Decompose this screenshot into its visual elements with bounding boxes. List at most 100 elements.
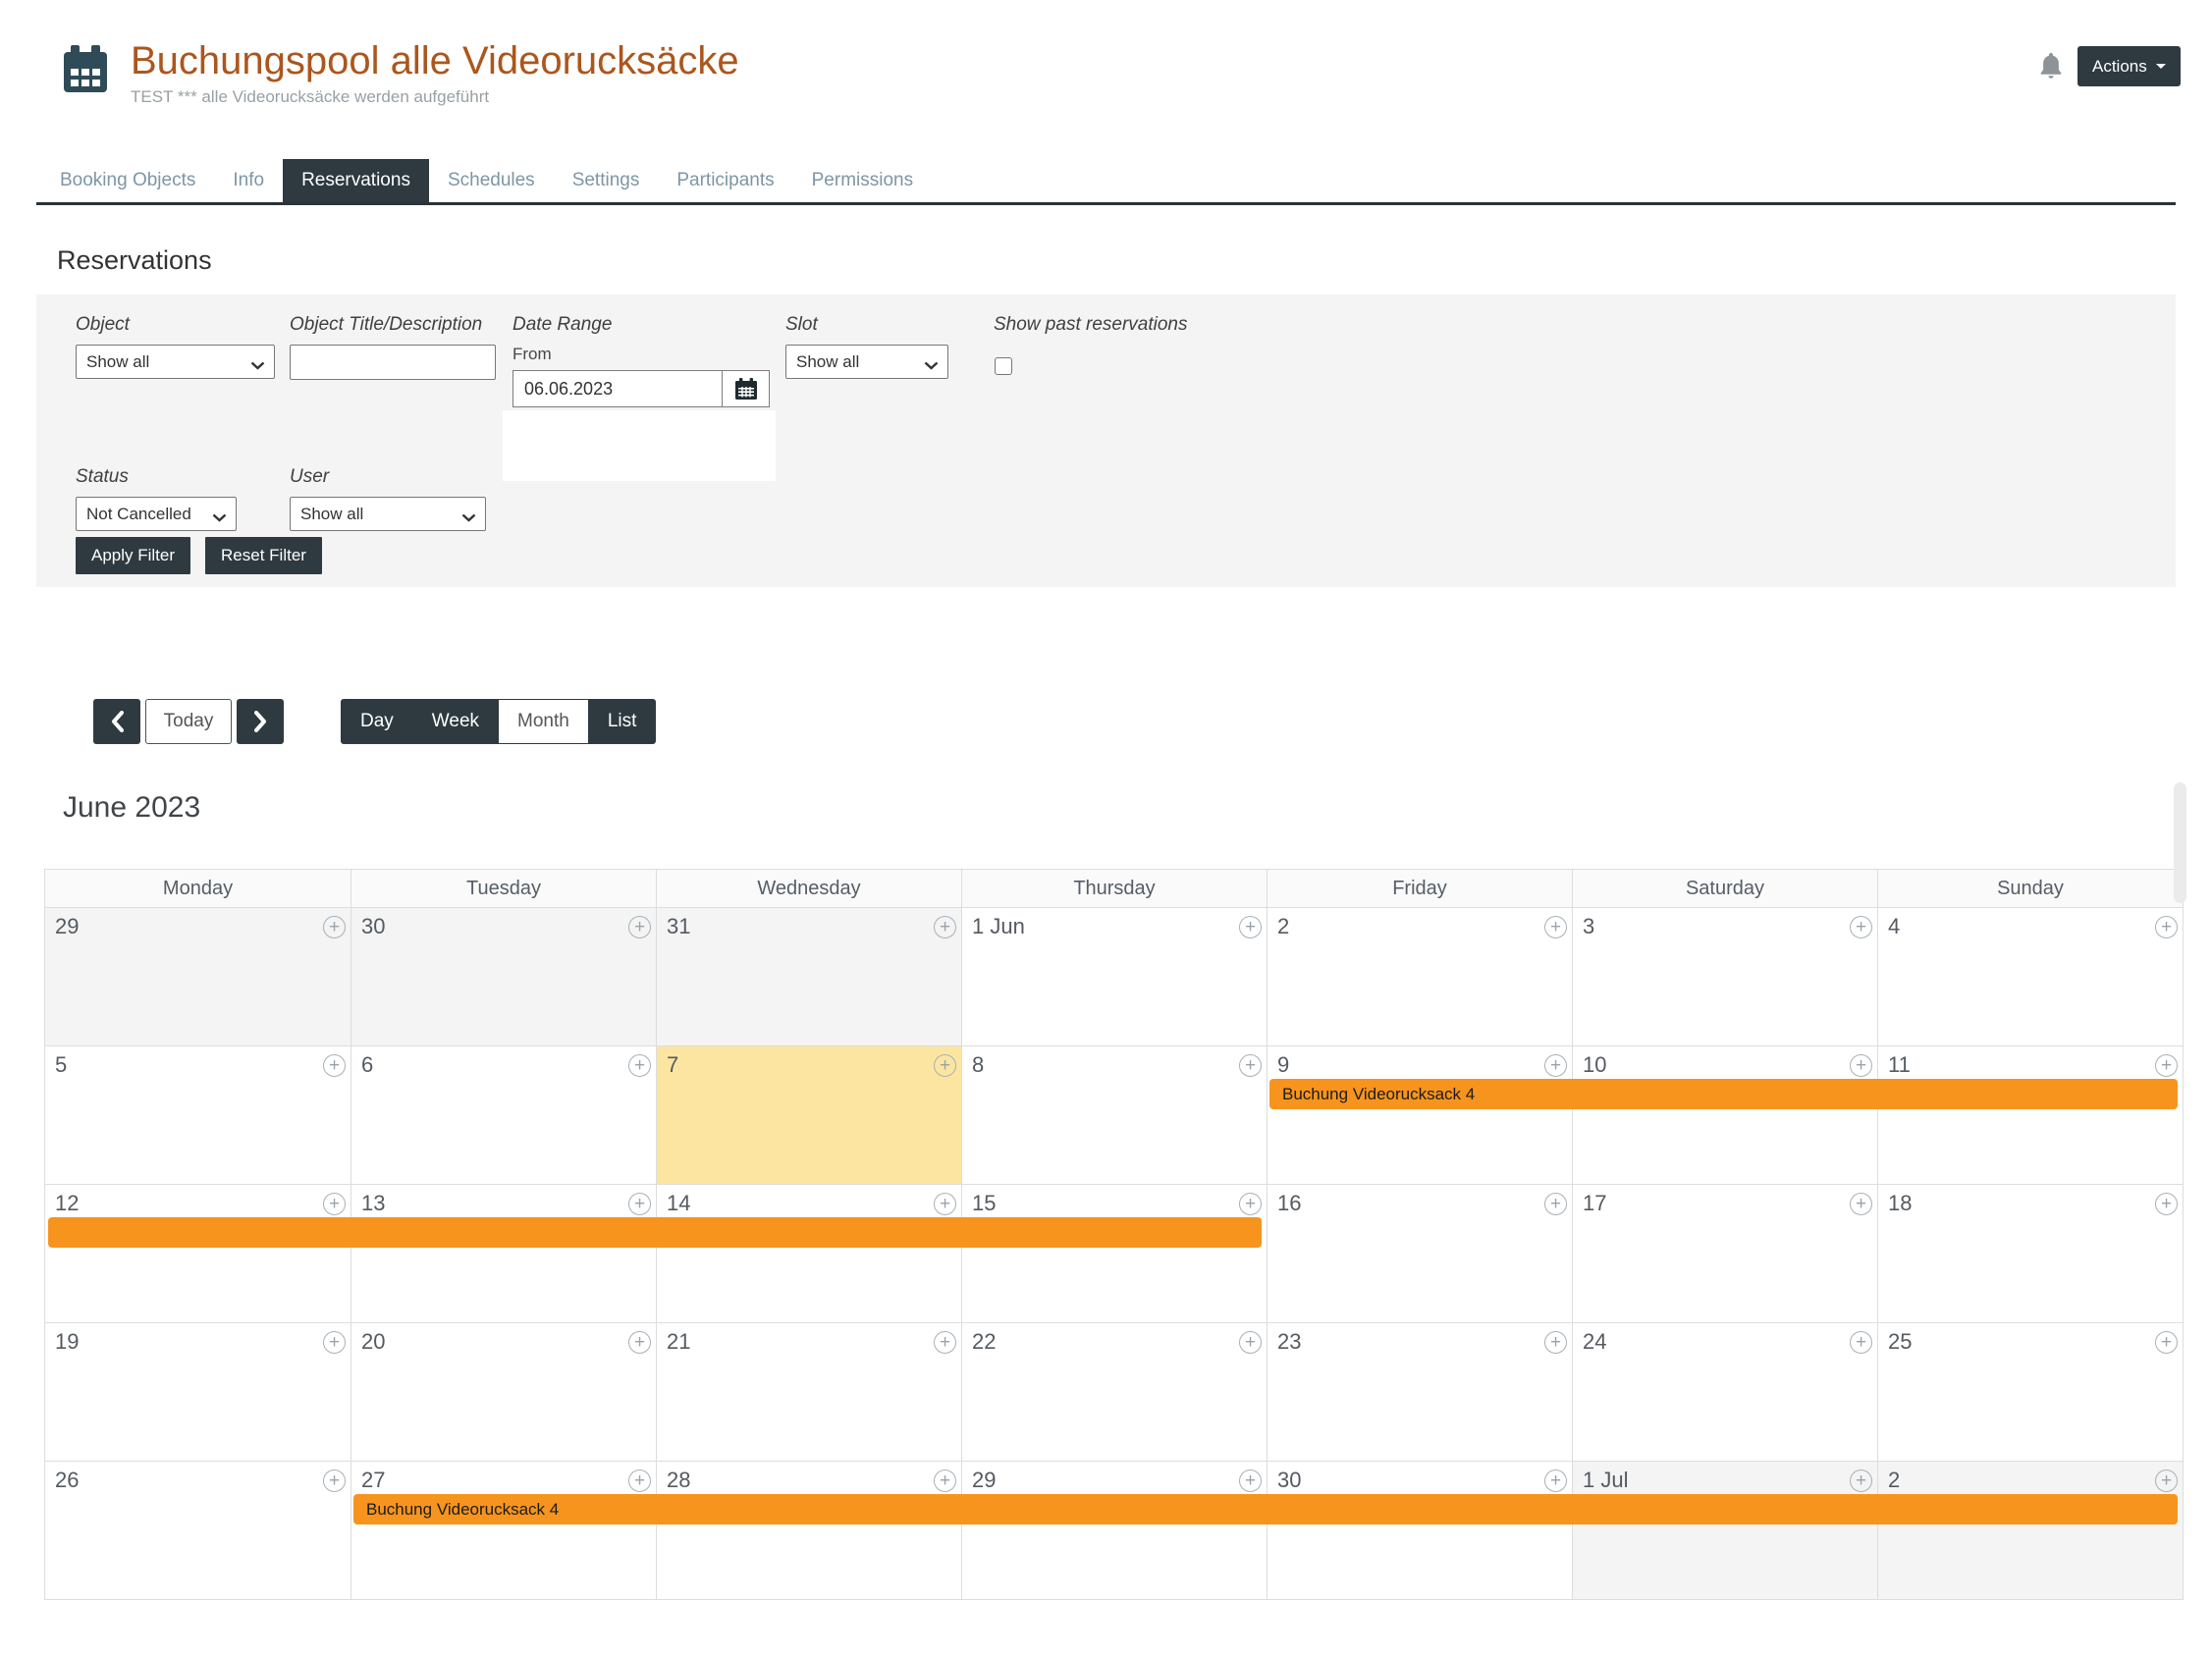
tab-settings[interactable]: Settings [571,170,640,190]
add-reservation-icon[interactable]: + [1239,1470,1262,1492]
show-past-checkbox[interactable] [995,357,1012,375]
add-reservation-icon[interactable]: + [2155,1331,2178,1354]
bell-icon[interactable] [2036,51,2066,87]
calendar-day-cell[interactable]: 6 + [351,1046,656,1184]
add-reservation-icon[interactable]: + [934,916,956,938]
add-reservation-icon[interactable]: + [628,916,651,938]
add-reservation-icon[interactable]: + [1850,1331,1872,1354]
reset-filter-button[interactable]: Reset Filter [205,537,322,574]
add-reservation-icon[interactable]: + [2155,916,2178,938]
add-reservation-icon[interactable]: + [1850,916,1872,938]
calendar-day-cell[interactable]: 29 + [45,908,351,1045]
tab-booking-objects[interactable]: Booking Objects [60,170,196,190]
calendar-day-cell[interactable]: 30 + [1267,1462,1572,1599]
calendar-day-cell[interactable]: 7 + [656,1046,961,1184]
calendar-day-cell[interactable]: 15 + [961,1185,1267,1322]
calendar-day-cell[interactable]: 14 + [656,1185,961,1322]
calendar-day-cell[interactable]: 24 + [1572,1323,1877,1461]
add-reservation-icon[interactable]: + [1544,916,1567,938]
tab-participants[interactable]: Participants [676,170,775,190]
calendar-day-cell[interactable]: 29 + [961,1462,1267,1599]
calendar-day-cell[interactable]: 8 + [961,1046,1267,1184]
calendar-day-cell[interactable]: 1 Jun + [961,908,1267,1045]
calendar-day-cell[interactable]: 2 + [1877,1462,2183,1599]
add-reservation-icon[interactable]: + [2155,1054,2178,1077]
add-reservation-icon[interactable]: + [2155,1193,2178,1215]
calendar-day-cell[interactable]: 4 + [1877,908,2183,1045]
calendar-day-cell[interactable]: 16 + [1267,1185,1572,1322]
calendar-day-cell[interactable]: 3 + [1572,908,1877,1045]
object-filter-select[interactable]: Show all [76,345,275,379]
calendar-day-cell[interactable]: 9 + [1267,1046,1572,1184]
calendar-day-cell[interactable]: 30 + [351,908,656,1045]
add-reservation-icon[interactable]: + [1850,1054,1872,1077]
add-reservation-icon[interactable]: + [628,1193,651,1215]
add-reservation-icon[interactable]: + [1239,916,1262,938]
add-reservation-icon[interactable]: + [934,1193,956,1215]
calendar-day-cell[interactable]: 1 Jul + [1572,1462,1877,1599]
add-reservation-icon[interactable]: + [323,1331,346,1354]
actions-button[interactable]: Actions [2077,46,2181,86]
tab-reservations[interactable]: Reservations [283,159,429,202]
calendar-day-cell[interactable]: 18 + [1877,1185,2183,1322]
view-week-button[interactable]: Week [411,699,500,744]
add-reservation-icon[interactable]: + [1850,1193,1872,1215]
add-reservation-icon[interactable]: + [323,1193,346,1215]
calendar-day-cell[interactable]: 25 + [1877,1323,2183,1461]
calendar-day-cell[interactable]: 13 + [351,1185,656,1322]
add-reservation-icon[interactable]: + [1544,1193,1567,1215]
add-reservation-icon[interactable]: + [323,1470,346,1492]
calendar-day-cell[interactable]: 17 + [1572,1185,1877,1322]
calendar-day-cell[interactable]: 2 + [1267,908,1572,1045]
calendar-day-cell[interactable]: 5 + [45,1046,351,1184]
add-reservation-icon[interactable]: + [323,1054,346,1077]
calendar-picker-icon[interactable] [722,371,769,406]
add-reservation-icon[interactable]: + [1850,1470,1872,1492]
calendar-day-cell[interactable]: 31 + [656,908,961,1045]
calendar-day-cell[interactable]: 22 + [961,1323,1267,1461]
tab-schedules[interactable]: Schedules [447,170,535,190]
chevron-left-icon[interactable] [93,699,140,744]
today-button[interactable]: Today [145,699,232,744]
add-reservation-icon[interactable]: + [1239,1331,1262,1354]
calendar-day-cell[interactable]: 11 + [1877,1046,2183,1184]
calendar-day-cell[interactable]: 26 + [45,1462,351,1599]
calendar-day-cell[interactable]: 12 + [45,1185,351,1322]
add-reservation-icon[interactable]: + [628,1331,651,1354]
object-title-input[interactable] [290,345,496,380]
add-reservation-icon[interactable]: + [1239,1193,1262,1215]
tab-info[interactable]: Info [233,170,265,190]
view-month-button[interactable]: Month [498,699,589,744]
date-from-input[interactable] [513,371,722,406]
event-bar[interactable]: Buchung Videorucksack 4 [352,1494,2178,1524]
calendar-day-cell[interactable]: 10 + [1572,1046,1877,1184]
view-list-button[interactable]: List [587,699,657,744]
calendar-day-cell[interactable]: 19 + [45,1323,351,1461]
add-reservation-icon[interactable]: + [1544,1470,1567,1492]
add-reservation-icon[interactable]: + [1239,1054,1262,1077]
view-day-button[interactable]: Day [341,699,413,744]
add-reservation-icon[interactable]: + [2155,1470,2178,1492]
calendar-day-cell[interactable]: 23 + [1267,1323,1572,1461]
add-reservation-icon[interactable]: + [323,916,346,938]
add-reservation-icon[interactable]: + [1544,1331,1567,1354]
slot-filter-select[interactable]: Show all [785,345,948,379]
scrollbar-thumb[interactable] [2174,782,2186,903]
user-filter-select[interactable]: Show all [290,497,486,531]
add-reservation-icon[interactable]: + [1544,1054,1567,1077]
add-reservation-icon[interactable]: + [934,1331,956,1354]
calendar-day-cell[interactable]: 20 + [351,1323,656,1461]
status-filter-select[interactable]: Not Cancelled [76,497,237,531]
event-bar[interactable]: Buchung Videorucksack 4 [1268,1079,2178,1109]
apply-filter-button[interactable]: Apply Filter [76,537,191,574]
tab-permissions[interactable]: Permissions [811,170,914,190]
calendar-day-cell[interactable]: 28 + [656,1462,961,1599]
chevron-right-icon[interactable] [237,699,284,744]
calendar-day-cell[interactable]: 21 + [656,1323,961,1461]
add-reservation-icon[interactable]: + [934,1054,956,1077]
add-reservation-icon[interactable]: + [628,1470,651,1492]
calendar-day-cell[interactable]: 27 + [351,1462,656,1599]
add-reservation-icon[interactable]: + [628,1054,651,1077]
add-reservation-icon[interactable]: + [934,1470,956,1492]
event-bar[interactable] [48,1217,1262,1248]
